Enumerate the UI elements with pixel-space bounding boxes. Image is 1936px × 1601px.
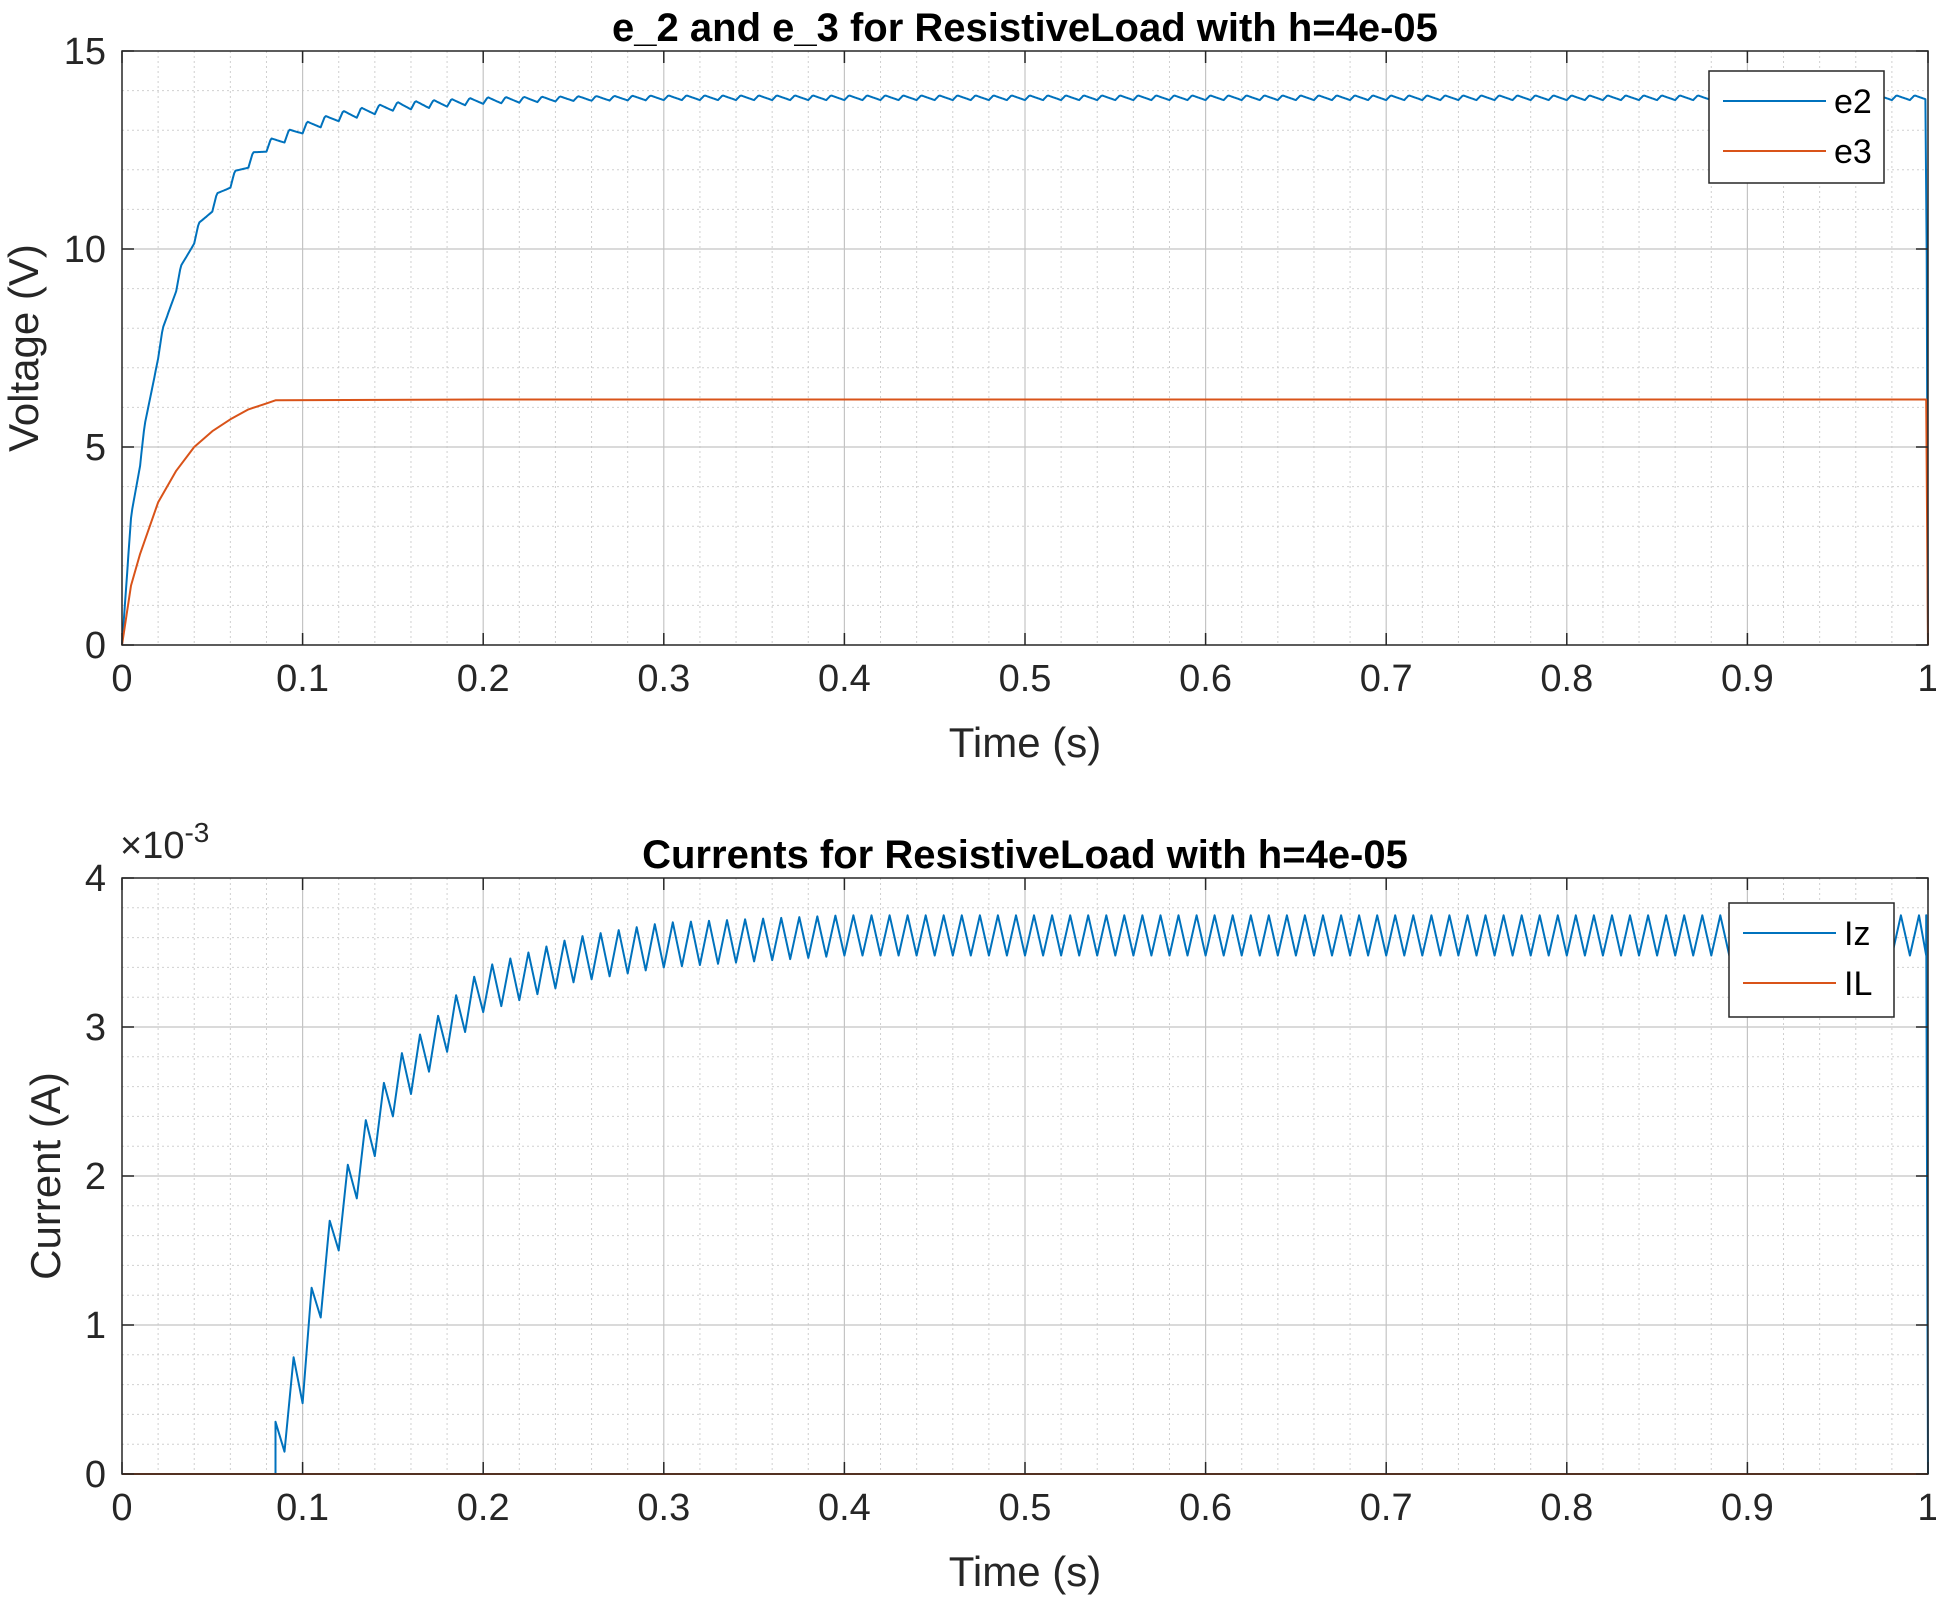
current-axes: 0 0.1 0.2 0.3 0.4 0.5 0.6 0.7 0.8 0.9 1 0 1 2 3 4 ×10-… (22, 817, 1936, 1595)
voltage-y-ticks: 0 5 10 15 (64, 31, 1928, 667)
current-y-exponent: ×10-3 (120, 817, 209, 867)
x-tick-label: 1 (1917, 1487, 1936, 1529)
x-tick-label: 0.8 (1540, 1487, 1593, 1529)
x-tick-label: 0.7 (1360, 658, 1413, 700)
x-tick-label: 0.4 (818, 658, 871, 700)
x-tick-label: 0 (111, 1487, 132, 1529)
x-tick-label: 0.9 (1721, 1487, 1774, 1529)
x-tick-label: 0.7 (1360, 1487, 1413, 1529)
x-tick-label: 0.2 (457, 1487, 510, 1529)
current-y-ticks: 0 1 2 3 4 (85, 858, 1928, 1496)
current-y-axis-label: Current (A) (22, 1072, 69, 1280)
voltage-chart-title: e_2 and e_3 for ResistiveLoad with h=4e-… (612, 6, 1438, 50)
series-line-iz (122, 914, 1929, 1475)
y-tick-label: 2 (85, 1156, 106, 1198)
exponent-power: -3 (184, 817, 209, 848)
series-line-e3 (121, 398, 1929, 646)
legend-label-e2: e2 (1834, 83, 1872, 121)
y-tick-label: 0 (85, 625, 106, 667)
current-legend-box (1728, 902, 1895, 1018)
x-tick-label: 0.6 (1179, 658, 1232, 700)
y-tick-label: 3 (85, 1007, 106, 1049)
x-tick-label: 0 (111, 658, 132, 700)
exponent-base: ×10 (120, 825, 184, 867)
x-tick-label: 0.4 (818, 1487, 871, 1529)
x-tick-label: 0.6 (1179, 1487, 1232, 1529)
voltage-legend-box (1708, 70, 1885, 184)
legend-label-e3: e3 (1834, 133, 1872, 171)
x-tick-label: 0.2 (457, 658, 510, 700)
series-line-e2 (121, 94, 1929, 646)
y-tick-label: 10 (64, 229, 106, 271)
legend-label-iz: Iz (1844, 915, 1870, 953)
voltage-x-ticks: 0 0.1 0.2 0.3 0.4 0.5 0.6 0.7 0.8 0.9 1 (111, 51, 1936, 700)
y-tick-label: 15 (64, 31, 106, 73)
y-tick-label: 5 (85, 427, 106, 469)
x-tick-label: 0.1 (276, 658, 329, 700)
x-tick-label: 0.1 (276, 1487, 329, 1529)
legend-label-il: IL (1844, 965, 1872, 1003)
current-x-ticks: 0 0.1 0.2 0.3 0.4 0.5 0.6 0.7 0.8 0.9 1 (111, 878, 1936, 1529)
current-legend: Iz IL (1728, 902, 1895, 1018)
current-x-axis-label: Time (s) (949, 1548, 1101, 1595)
voltage-grid (122, 51, 1928, 645)
x-tick-label: 0.3 (637, 658, 690, 700)
voltage-y-axis-label: Voltage (V) (0, 244, 47, 452)
current-grid (122, 878, 1928, 1474)
x-tick-label: 0.5 (999, 1487, 1052, 1529)
y-tick-label: 4 (85, 858, 106, 900)
voltage-series (121, 94, 1929, 646)
y-tick-label: 0 (85, 1454, 106, 1496)
voltage-x-axis-label: Time (s) (949, 719, 1101, 766)
y-tick-label: 1 (85, 1305, 106, 1347)
x-tick-label: 0.3 (637, 1487, 690, 1529)
x-tick-label: 0.9 (1721, 658, 1774, 700)
current-chart-title: Currents for ResistiveLoad with h=4e-05 (642, 833, 1408, 877)
x-tick-label: 0.5 (999, 658, 1052, 700)
x-tick-label: 0.8 (1540, 658, 1593, 700)
x-tick-label: 1 (1917, 658, 1936, 700)
voltage-legend: e2 e3 (1708, 70, 1885, 184)
voltage-axes: 0 0.1 0.2 0.3 0.4 0.5 0.6 0.7 0.8 0.9 1 0 5 10 15 e_2… (0, 6, 1936, 766)
